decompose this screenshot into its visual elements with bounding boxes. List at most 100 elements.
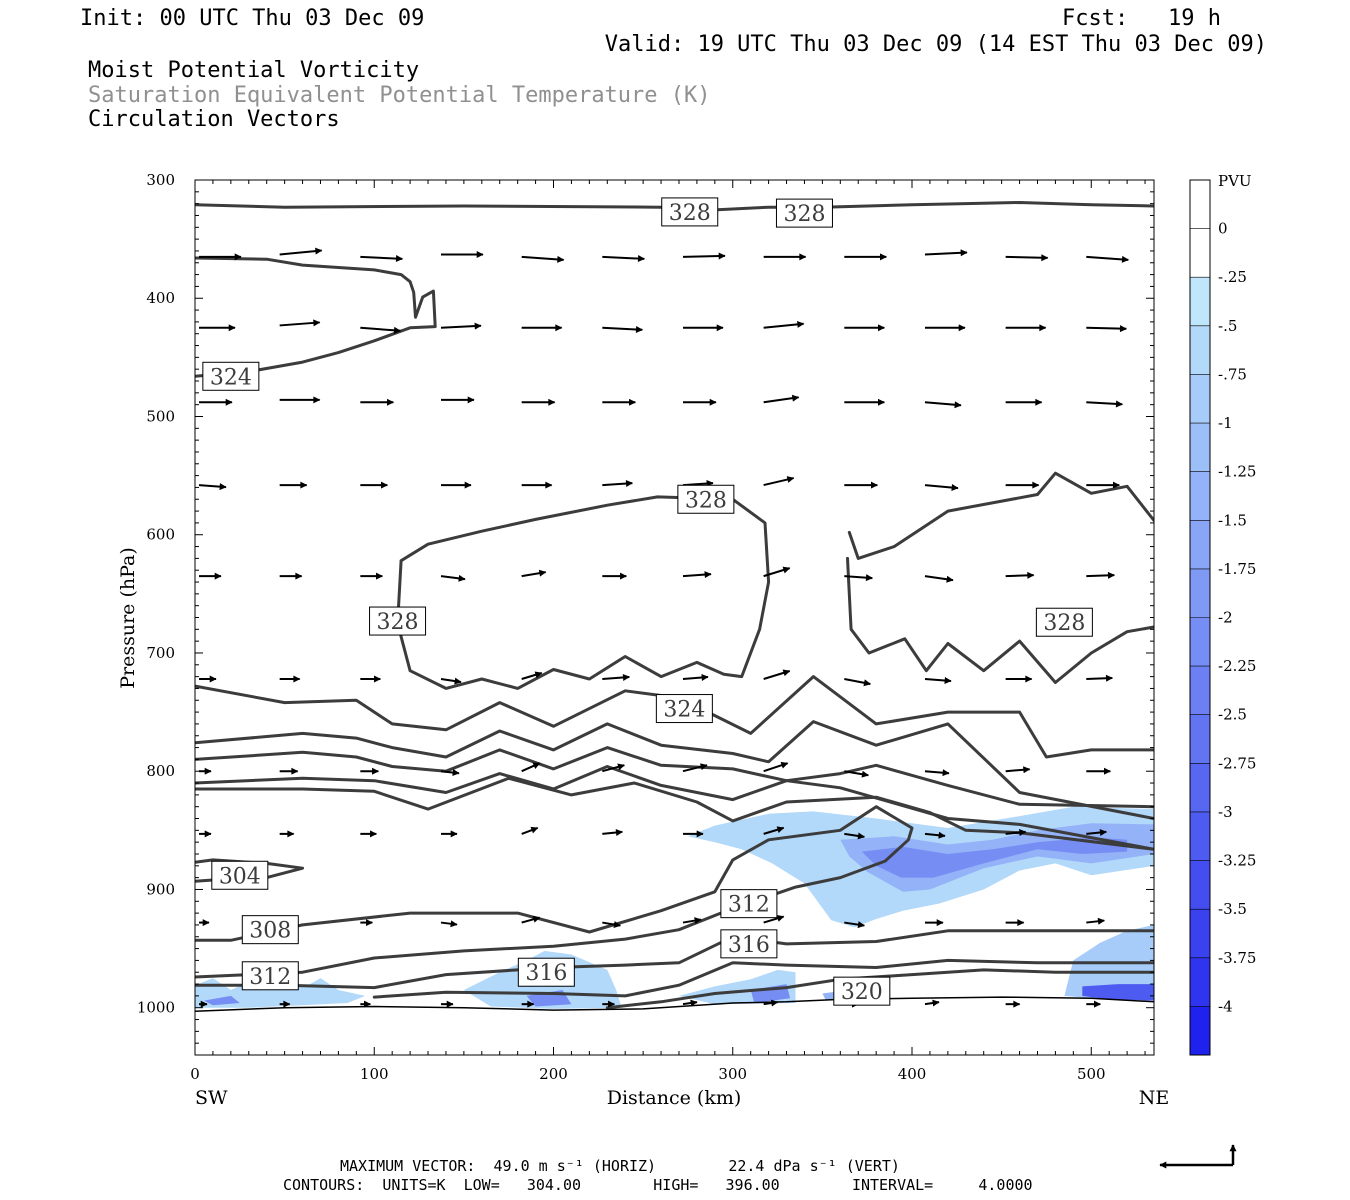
- contour-label-box: [202, 361, 260, 391]
- x-tick-label: 200: [539, 1065, 568, 1083]
- contour-label-box: [720, 929, 778, 959]
- circulation-vector: [682, 674, 709, 681]
- circulation-vector: [682, 252, 726, 260]
- contour-label-320: 320: [833, 976, 891, 1006]
- circulation-vector: [844, 770, 869, 778]
- colorbar-label: -1: [1218, 414, 1233, 432]
- max-vector-info: MAXIMUM VECTOR: 49.0 m s⁻¹ (HORIZ) 22.4 …: [340, 1157, 900, 1175]
- colorbar-swatch: [1190, 763, 1210, 812]
- mpv-region-8: [204, 995, 240, 1006]
- colorbar-swatch: [1190, 666, 1210, 715]
- circulation-vector: [1005, 766, 1031, 774]
- reference-vector-icon: [1159, 1144, 1237, 1169]
- circulation-vector: [682, 917, 702, 925]
- contour-label-text: 320: [841, 980, 883, 1005]
- circulation-vector-layer: [198, 247, 1129, 1008]
- circulation-vector: [763, 999, 779, 1007]
- circulation-vector: [521, 826, 539, 835]
- contour-label-text: 312: [249, 965, 291, 990]
- colorbar-label: -1.75: [1218, 560, 1256, 578]
- circulation-vector: [763, 320, 805, 329]
- contour-label-text: 316: [728, 933, 770, 958]
- terrain-line: [195, 996, 1154, 1013]
- contour-label-text: 328: [377, 610, 419, 635]
- x-tick-label: 0: [190, 1065, 200, 1083]
- theta-es-contour-13: [372, 958, 1154, 999]
- contour-label-328: 328: [369, 606, 427, 636]
- contour-label-layer: 328 328 324 328 328 328 324 304 308 316 312 316 312 3…: [202, 197, 1093, 1006]
- field-label-mpv: Moist Potential Vorticity: [88, 58, 419, 83]
- contour-label-text: 324: [663, 698, 705, 723]
- contour-label-box: [655, 694, 713, 724]
- colorbar-label: -2: [1218, 609, 1233, 627]
- circulation-vector: [440, 769, 460, 776]
- circulation-vector: [1005, 829, 1027, 836]
- contour-label-text: 328: [669, 201, 711, 226]
- mpv-shading-layer: [195, 806, 1154, 1009]
- init-time: Init: 00 UTC Thu 03 Dec 09: [80, 6, 424, 31]
- contour-label-312: 312: [241, 961, 299, 991]
- circulation-vector: [763, 669, 791, 680]
- contour-label-text: 308: [249, 919, 291, 944]
- contour-label-box: [241, 915, 299, 945]
- x-axis-title: Distance (km): [607, 1087, 742, 1109]
- circulation-vector: [279, 319, 321, 327]
- contour-label-box: [369, 606, 427, 636]
- circulation-vector: [1086, 325, 1127, 333]
- colorbar-swatch: [1190, 277, 1210, 326]
- colorbar-label: 0: [1218, 220, 1228, 238]
- circulation-vector: [602, 763, 625, 773]
- contour-label-328: 328: [661, 197, 719, 227]
- colorbar-label: -2.5: [1218, 706, 1247, 724]
- colorbar-label: -3.5: [1218, 900, 1247, 918]
- circulation-vector: [1086, 674, 1113, 682]
- contour-label-box: [661, 197, 719, 227]
- circulation-vector: [844, 678, 871, 687]
- theta-es-contour-2: [396, 495, 771, 690]
- circulation-vector: [1005, 254, 1049, 262]
- theta-es-contour-11: [195, 805, 914, 979]
- colorbar-swatch: [1190, 1006, 1210, 1055]
- contour-label-text: 316: [525, 961, 567, 986]
- circulation-vector: [279, 247, 323, 256]
- colorbar-label: -3.75: [1218, 949, 1256, 967]
- x-tick-label: 500: [1077, 1065, 1106, 1083]
- mpv-region-2: [861, 837, 1128, 878]
- mpv-colorbar: 0 -.25 -.5 -.75 -1 -1.25 -1.5 -1.75 -2 -2.25 -2.5 -…: [1189, 179, 1256, 1056]
- colorbar-label: -3: [1218, 803, 1233, 821]
- contour-label-box: [211, 860, 269, 890]
- colorbar-swatch: [1190, 860, 1210, 910]
- axis-ticks: 300 400 500 600 700 800 900 1000 0 100 200 300 400 50…: [137, 171, 1154, 1083]
- colorbar-label: -.25: [1218, 268, 1247, 286]
- colorbar-label: -.75: [1218, 365, 1247, 383]
- circulation-vector: [924, 484, 959, 491]
- y-tick-label: 800: [146, 762, 175, 780]
- circulation-vector: [360, 326, 402, 334]
- circulation-vector: [924, 999, 940, 1007]
- circulation-vector: [763, 826, 785, 835]
- contour-label-324: 324: [202, 361, 260, 391]
- y-tick-label: 400: [146, 289, 175, 307]
- contour-label-text: 312: [728, 893, 770, 918]
- circulation-vector: [602, 829, 624, 836]
- contour-info: CONTOURS: UNITS=K LOW= 304.00 HIGH= 396.…: [283, 1176, 1033, 1194]
- circulation-vector: [844, 832, 866, 840]
- theta-es-contour-6: [195, 720, 1154, 820]
- y-tick-label: 700: [146, 644, 175, 662]
- colorbar-swatch: [1190, 325, 1210, 375]
- contour-label-324: 324: [655, 694, 713, 724]
- circulation-vector: [1005, 571, 1035, 579]
- circulation-vector: [1086, 917, 1105, 925]
- colorbar-label: -4: [1218, 997, 1233, 1015]
- contour-label-box: [1035, 607, 1093, 637]
- circulation-vector: [844, 921, 866, 929]
- circulation-vector: [521, 255, 565, 263]
- circulation-vector: [521, 915, 541, 924]
- circulation-vector: [602, 921, 622, 928]
- y-tick-label: 300: [146, 171, 175, 189]
- circulation-vector: [521, 762, 541, 773]
- colorbar-swatch: [1190, 568, 1210, 618]
- theta-es-contour-9: [195, 776, 1154, 851]
- y-tick-label: 600: [146, 526, 175, 544]
- circulation-vector: [763, 566, 791, 578]
